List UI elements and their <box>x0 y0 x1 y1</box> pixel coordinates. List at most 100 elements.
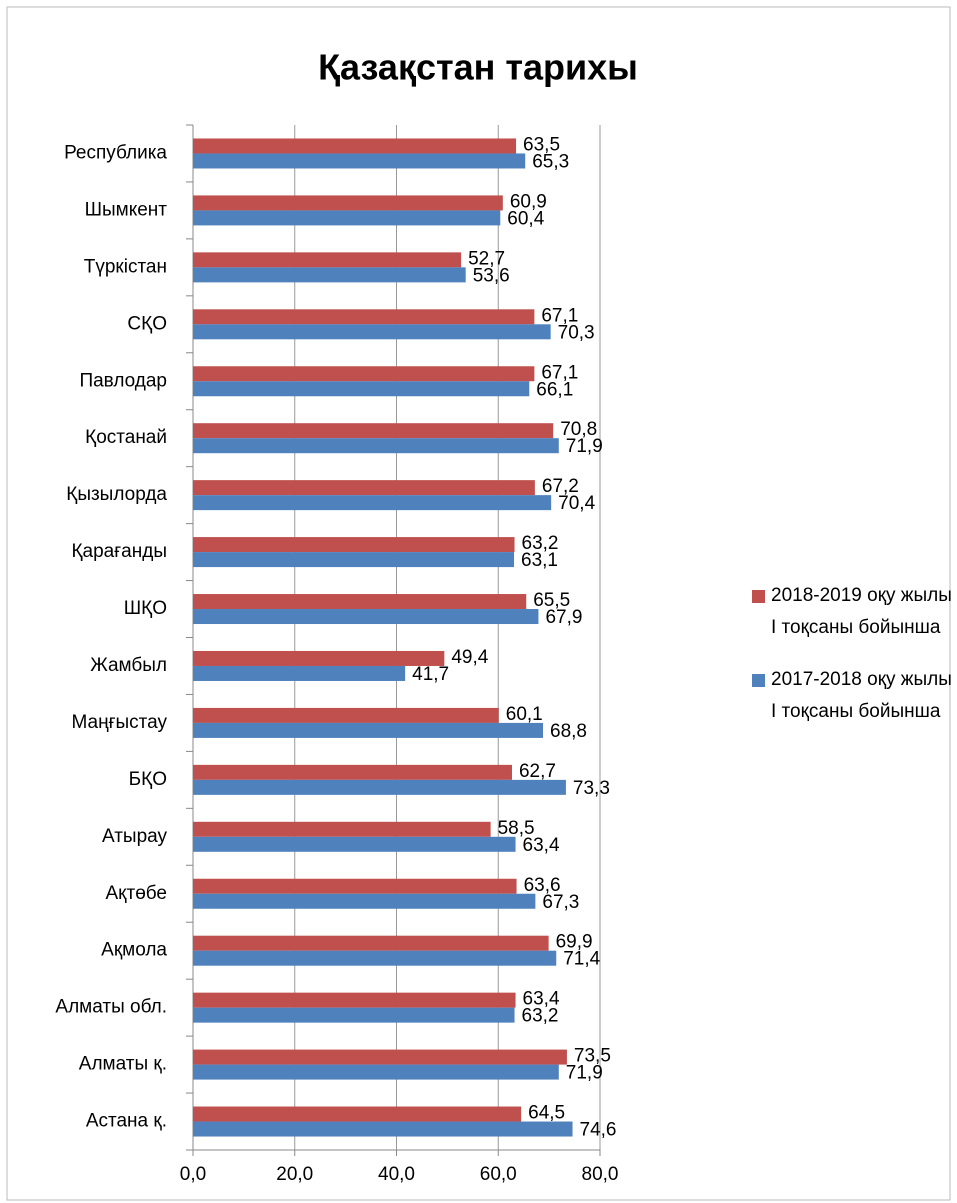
value-label: 60,4 <box>507 208 544 229</box>
value-label: 70,8 <box>560 419 597 440</box>
value-label: 68,8 <box>550 721 587 742</box>
bar <box>193 836 516 852</box>
bar <box>193 878 517 894</box>
bar <box>193 1064 559 1080</box>
x-tick-label: 40,0 <box>378 1164 415 1185</box>
value-label: 60,1 <box>506 704 543 725</box>
value-label: 65,3 <box>532 151 569 172</box>
x-tick-label: 80,0 <box>582 1164 619 1185</box>
y-tick-label: Алматы қ. <box>79 1054 167 1075</box>
bar <box>193 366 535 382</box>
y-tick-label: Павлодар <box>79 370 167 391</box>
bar <box>193 423 554 439</box>
bar <box>193 722 544 738</box>
bar <box>193 195 503 211</box>
value-label: 63,2 <box>522 1006 559 1027</box>
x-tick-label: 60,0 <box>480 1164 517 1185</box>
value-label: 41,7 <box>412 664 449 685</box>
bar <box>193 821 491 837</box>
value-label: 67,3 <box>542 892 579 913</box>
value-label: 52,7 <box>468 248 505 269</box>
bar <box>193 552 515 568</box>
bar <box>193 650 445 666</box>
value-label: 49,4 <box>451 647 488 668</box>
value-label: 63,4 <box>523 989 560 1010</box>
value-label: 73,5 <box>574 1046 611 1067</box>
value-label: 58,5 <box>498 818 535 839</box>
value-label: 70,3 <box>558 322 595 343</box>
bar <box>193 324 551 340</box>
y-tick-label: Республика <box>64 142 167 163</box>
y-tick-label: Астана қ. <box>86 1111 167 1132</box>
value-label: 69,9 <box>556 932 593 953</box>
bar <box>193 252 462 268</box>
bar <box>193 992 516 1008</box>
bar <box>193 935 549 951</box>
bar <box>193 893 536 909</box>
value-label: 65,5 <box>533 590 570 611</box>
value-label: 67,1 <box>541 305 578 326</box>
x-tick-label: 0,0 <box>180 1164 206 1185</box>
legend-label: 2018-2019 оқу жылы I тоқсаны бойынша <box>771 585 952 638</box>
value-label: 63,1 <box>521 550 558 571</box>
bar <box>193 594 527 610</box>
bar <box>193 1007 515 1023</box>
bar <box>193 495 552 511</box>
value-label: 67,9 <box>545 607 582 628</box>
y-tick-label: Түркістан <box>84 256 167 277</box>
bar <box>193 153 526 169</box>
y-tick-label: ШҚО <box>124 598 167 619</box>
value-label: 63,2 <box>522 533 559 554</box>
bar <box>193 480 535 496</box>
x-tick-label: 20,0 <box>276 1164 313 1185</box>
bar <box>193 764 512 780</box>
bar <box>193 950 557 966</box>
bar <box>193 381 530 397</box>
value-label: 53,6 <box>473 265 510 286</box>
value-label: 64,5 <box>528 1103 565 1124</box>
value-label: 71,9 <box>566 436 603 457</box>
value-label: 60,9 <box>510 191 547 212</box>
bar <box>193 609 539 625</box>
y-tick-label: Ақмола <box>101 940 167 961</box>
value-label: 67,2 <box>542 476 579 497</box>
bar <box>193 779 566 795</box>
y-tick-label: Ақтөбе <box>106 883 168 904</box>
y-tick-label: Шымкент <box>85 199 168 220</box>
value-label: 74,6 <box>580 1120 617 1141</box>
bar <box>193 707 499 723</box>
bar <box>193 309 535 325</box>
value-label: 70,4 <box>558 493 595 514</box>
y-tick-label: Маңғыстау <box>71 712 167 733</box>
value-label: 67,1 <box>541 362 578 383</box>
value-label: 63,6 <box>524 875 561 896</box>
bar <box>193 210 501 226</box>
bar <box>193 138 517 154</box>
bar <box>193 1049 567 1065</box>
bar <box>193 438 559 454</box>
bar <box>193 267 466 283</box>
y-tick-label: Қызылорда <box>66 484 167 505</box>
legend-swatch <box>752 674 765 687</box>
y-tick-label: Қостанай <box>85 427 167 448</box>
value-label: 73,3 <box>573 778 610 799</box>
bar <box>193 1106 522 1122</box>
y-tick-label: СҚО <box>127 313 167 334</box>
value-label: 71,9 <box>566 1063 603 1084</box>
legend-swatch <box>752 590 765 603</box>
bar <box>193 665 406 681</box>
chart-title: Қазақстан тарихы <box>318 47 638 88</box>
y-tick-label: Атырау <box>102 826 168 847</box>
value-label: 66,1 <box>536 379 573 400</box>
value-label: 63,4 <box>523 835 560 856</box>
value-label: 71,4 <box>563 949 600 970</box>
y-tick-label: Қарағанды <box>71 541 167 562</box>
value-label: 62,7 <box>519 761 556 782</box>
bar <box>193 537 515 553</box>
legend-label: 2017-2018 оқу жылы I тоқсаны бойынша <box>771 669 952 722</box>
bar <box>193 1121 573 1137</box>
y-tick-label: БҚО <box>129 769 167 790</box>
value-label: 63,5 <box>523 134 560 155</box>
